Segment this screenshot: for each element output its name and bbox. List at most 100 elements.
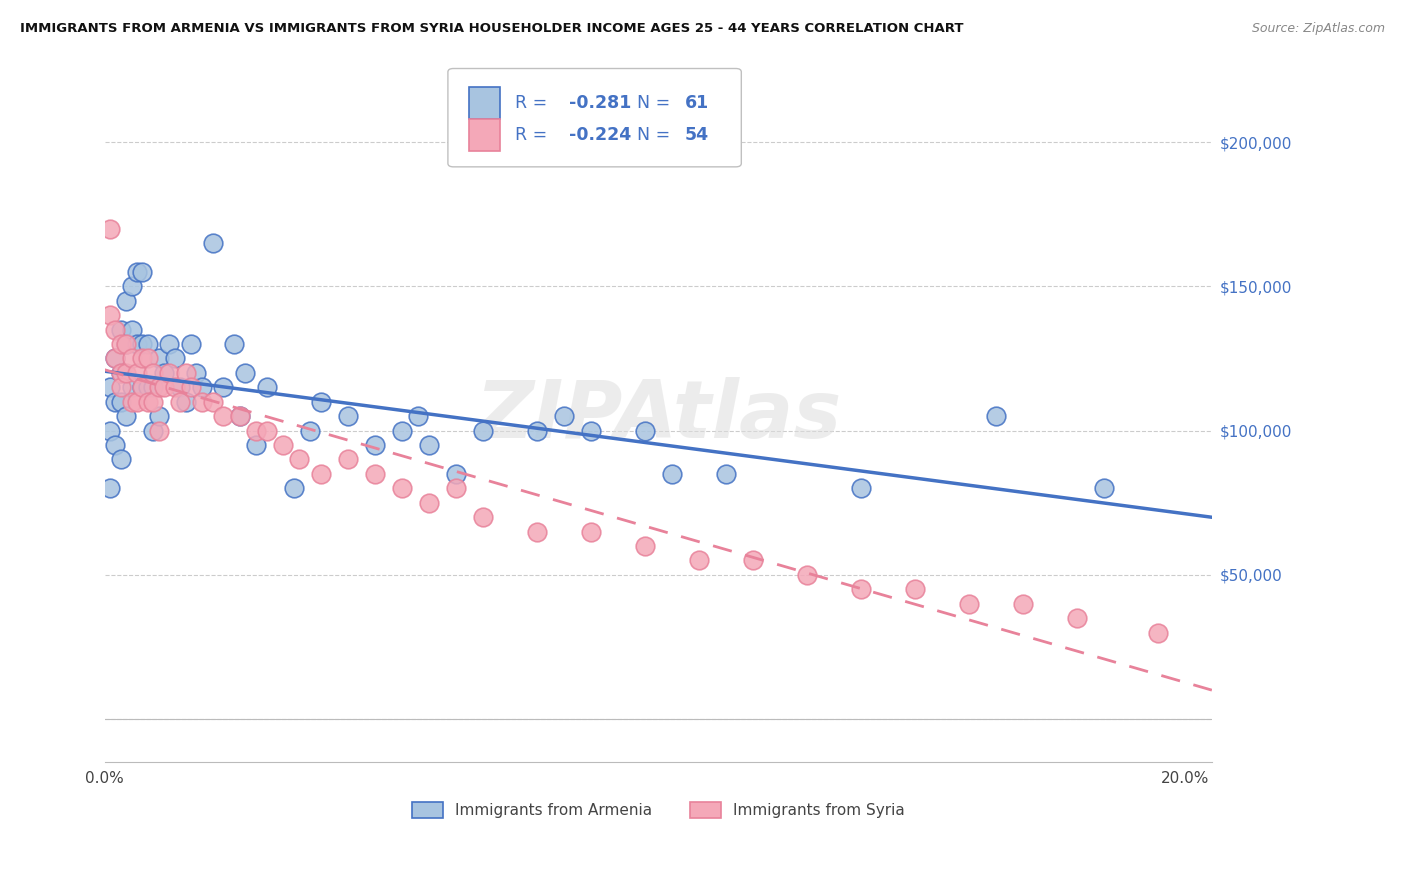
Point <box>336 409 359 424</box>
Point <box>153 380 176 394</box>
Text: R =: R = <box>516 95 548 112</box>
Point <box>159 366 181 380</box>
Text: 61: 61 <box>685 95 709 112</box>
FancyBboxPatch shape <box>449 69 741 167</box>
Point <box>526 424 548 438</box>
Text: -0.281: -0.281 <box>568 95 631 112</box>
Point <box>110 366 132 380</box>
Point <box>309 394 332 409</box>
Point <box>163 351 186 366</box>
Point <box>136 394 159 409</box>
Point <box>224 337 246 351</box>
Point <box>471 510 494 524</box>
Point <box>1147 625 1170 640</box>
Point <box>364 467 387 481</box>
Point <box>741 553 763 567</box>
Point <box>142 366 165 380</box>
Point <box>142 424 165 438</box>
Point <box>553 409 575 424</box>
Point <box>1092 481 1115 495</box>
Point <box>121 323 143 337</box>
Point <box>245 424 267 438</box>
Point <box>131 351 153 366</box>
Point <box>115 409 138 424</box>
Point <box>191 394 214 409</box>
Point <box>131 380 153 394</box>
Point <box>121 351 143 366</box>
Point <box>271 438 294 452</box>
Point <box>98 424 121 438</box>
Point <box>186 366 208 380</box>
Point <box>180 380 202 394</box>
Point <box>245 438 267 452</box>
Point <box>309 467 332 481</box>
Point <box>957 597 980 611</box>
Point <box>98 481 121 495</box>
Point <box>125 265 148 279</box>
Point <box>98 380 121 394</box>
Point <box>849 481 872 495</box>
Point <box>121 394 143 409</box>
Point <box>228 409 250 424</box>
Point <box>98 221 121 235</box>
Point <box>444 481 467 495</box>
Point <box>148 424 170 438</box>
Point <box>131 265 153 279</box>
Point <box>104 351 127 366</box>
Point <box>110 337 132 351</box>
Point <box>136 337 159 351</box>
Point <box>406 409 429 424</box>
Point <box>212 380 235 394</box>
Point <box>121 279 143 293</box>
Point <box>288 452 311 467</box>
Point <box>159 337 181 351</box>
Text: IMMIGRANTS FROM ARMENIA VS IMMIGRANTS FROM SYRIA HOUSEHOLDER INCOME AGES 25 - 44: IMMIGRANTS FROM ARMENIA VS IMMIGRANTS FR… <box>20 22 963 36</box>
Point <box>283 481 305 495</box>
Point <box>444 467 467 481</box>
Point <box>98 308 121 322</box>
Point <box>579 424 602 438</box>
Point <box>579 524 602 539</box>
Point <box>191 380 214 394</box>
Point <box>714 467 737 481</box>
Point <box>984 409 1007 424</box>
Point <box>796 567 818 582</box>
Text: Source: ZipAtlas.com: Source: ZipAtlas.com <box>1251 22 1385 36</box>
FancyBboxPatch shape <box>470 87 501 119</box>
Point <box>174 394 197 409</box>
Text: N =: N = <box>637 95 671 112</box>
Point <box>256 380 278 394</box>
Point <box>136 351 159 366</box>
Text: -0.224: -0.224 <box>568 126 631 144</box>
Point <box>110 323 132 337</box>
Point <box>336 452 359 467</box>
Point <box>201 235 224 250</box>
Point <box>131 337 153 351</box>
Point <box>153 366 176 380</box>
Legend: Immigrants from Armenia, Immigrants from Syria: Immigrants from Armenia, Immigrants from… <box>406 796 911 824</box>
Point <box>391 424 413 438</box>
Point <box>849 582 872 597</box>
Point <box>104 351 127 366</box>
Point <box>471 424 494 438</box>
Point <box>904 582 927 597</box>
Point <box>148 380 170 394</box>
Point <box>142 394 165 409</box>
Point <box>125 337 148 351</box>
Point <box>148 409 170 424</box>
Point <box>163 380 186 394</box>
Point <box>228 409 250 424</box>
Point <box>115 293 138 308</box>
Point <box>115 337 138 351</box>
Point <box>1066 611 1088 625</box>
Point <box>125 366 148 380</box>
Point <box>634 424 657 438</box>
Point <box>104 394 127 409</box>
Point <box>110 394 132 409</box>
Point <box>136 380 159 394</box>
Point <box>201 394 224 409</box>
Point <box>256 424 278 438</box>
Point <box>661 467 683 481</box>
Point <box>104 438 127 452</box>
Point <box>115 366 138 380</box>
